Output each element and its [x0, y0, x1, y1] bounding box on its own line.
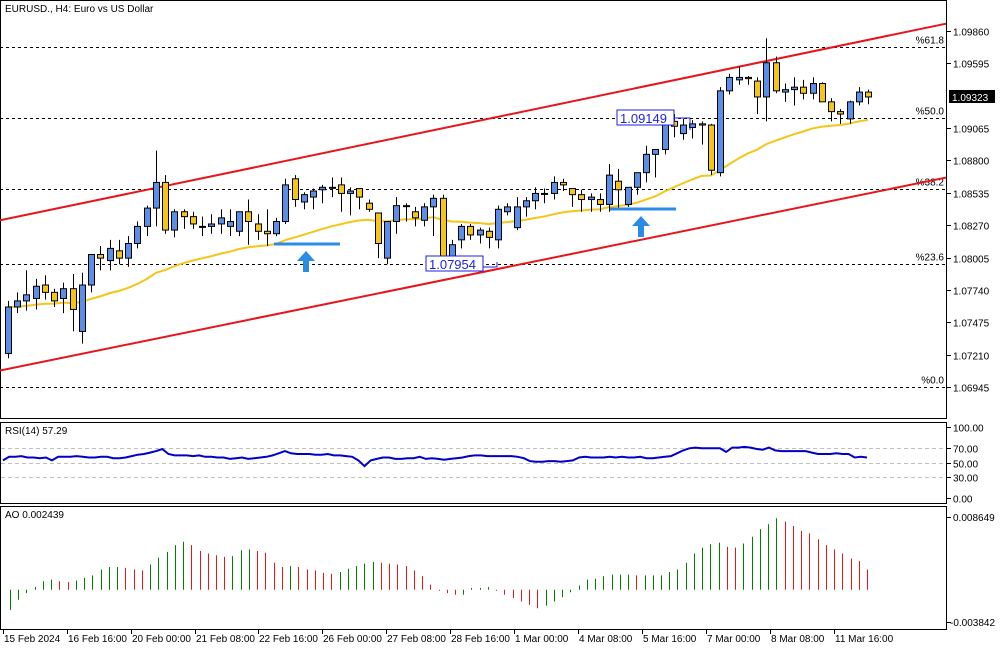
svg-text:21 Feb 08:00: 21 Feb 08:00	[196, 634, 255, 645]
svg-text:5 Mar 16:00: 5 Mar 16:00	[643, 634, 697, 645]
time-axis: 15 Feb 2024 16 Feb 16:00 20 Feb 00:00 21 Fe…	[0, 629, 947, 645]
svg-text:1.09860: 1.09860	[953, 28, 990, 39]
main-panel	[0, 0, 947, 419]
rsi-line	[1, 445, 946, 478]
svg-text:1.07954: 1.07954	[429, 257, 476, 272]
ao-histogram	[10, 518, 868, 610]
svg-text:50.00: 50.00	[953, 460, 978, 471]
svg-text:1.09065: 1.09065	[953, 125, 990, 136]
svg-text:28 Feb 16:00: 28 Feb 16:00	[451, 634, 510, 645]
chart-title: EURUSD., H4: Euro vs US Dollar	[5, 4, 154, 15]
svg-text:%0.0: %0.0	[921, 376, 944, 387]
svg-text:1.09323: 1.09323	[952, 93, 989, 104]
svg-text:20 Feb 00:00: 20 Feb 00:00	[132, 634, 191, 645]
svg-text:%23.6: %23.6	[916, 253, 945, 264]
svg-text:7 Mar 00:00: 7 Mar 00:00	[707, 634, 761, 645]
arrow-up-icon	[297, 251, 315, 272]
svg-text:4 Mar 08:00: 4 Mar 08:00	[579, 634, 633, 645]
svg-text:70.00: 70.00	[953, 445, 978, 456]
rsi-label: RSI(14) 57.29	[5, 426, 68, 437]
annotations: 1.07954 1.09149	[274, 109, 691, 272]
svg-text:30.00: 30.00	[953, 474, 978, 485]
svg-text:15 Feb 2024: 15 Feb 2024	[4, 634, 61, 645]
svg-text:1.08005: 1.08005	[953, 255, 990, 266]
svg-text:1.09149: 1.09149	[620, 111, 667, 126]
price-axis: 1.09860 1.09595 1.09065 1.08800 1.08535 1.082…	[946, 0, 995, 419]
svg-text:1.08535: 1.08535	[953, 190, 990, 201]
arrow-up-icon	[632, 216, 650, 237]
svg-text:27 Feb 08:00: 27 Feb 08:00	[387, 634, 446, 645]
moving-average-line	[7, 118, 869, 309]
svg-text:8 Mar 08:00: 8 Mar 08:00	[771, 634, 825, 645]
svg-text:100.00: 100.00	[953, 424, 984, 435]
svg-text:0.008649: 0.008649	[953, 513, 995, 524]
svg-text:%50.0: %50.0	[916, 107, 945, 118]
svg-text:1.07475: 1.07475	[953, 319, 990, 330]
svg-text:0.00: 0.00	[953, 495, 973, 506]
ao-panel	[0, 506, 947, 630]
svg-text:22 Feb 16:00: 22 Feb 16:00	[259, 634, 318, 645]
svg-text:%38.2: %38.2	[916, 178, 945, 189]
rsi-axis: 100.00 70.00 50.00 30.00 0.00	[946, 422, 984, 506]
svg-text:11 Mar 16:00: 11 Mar 16:00	[835, 634, 894, 645]
svg-text:1 Mar 00:00: 1 Mar 00:00	[515, 634, 569, 645]
svg-text:1.06945: 1.06945	[953, 384, 990, 395]
svg-text:16 Feb 16:00: 16 Feb 16:00	[68, 634, 127, 645]
svg-text:1.08270: 1.08270	[953, 222, 990, 233]
svg-text:26 Feb 00:00: 26 Feb 00:00	[323, 634, 382, 645]
ao-axis: 0.008649 -0.003842	[946, 506, 995, 630]
svg-text:1.07210: 1.07210	[953, 352, 990, 363]
svg-text:%61.8: %61.8	[916, 36, 945, 47]
svg-text:1.08800: 1.08800	[953, 157, 990, 168]
svg-text:-0.003842: -0.003842	[950, 618, 995, 629]
svg-text:1.09595: 1.09595	[953, 60, 990, 71]
svg-text:1.07740: 1.07740	[953, 287, 990, 298]
candlesticks	[5, 38, 872, 359]
ao-label: AO 0.002439	[5, 510, 64, 521]
